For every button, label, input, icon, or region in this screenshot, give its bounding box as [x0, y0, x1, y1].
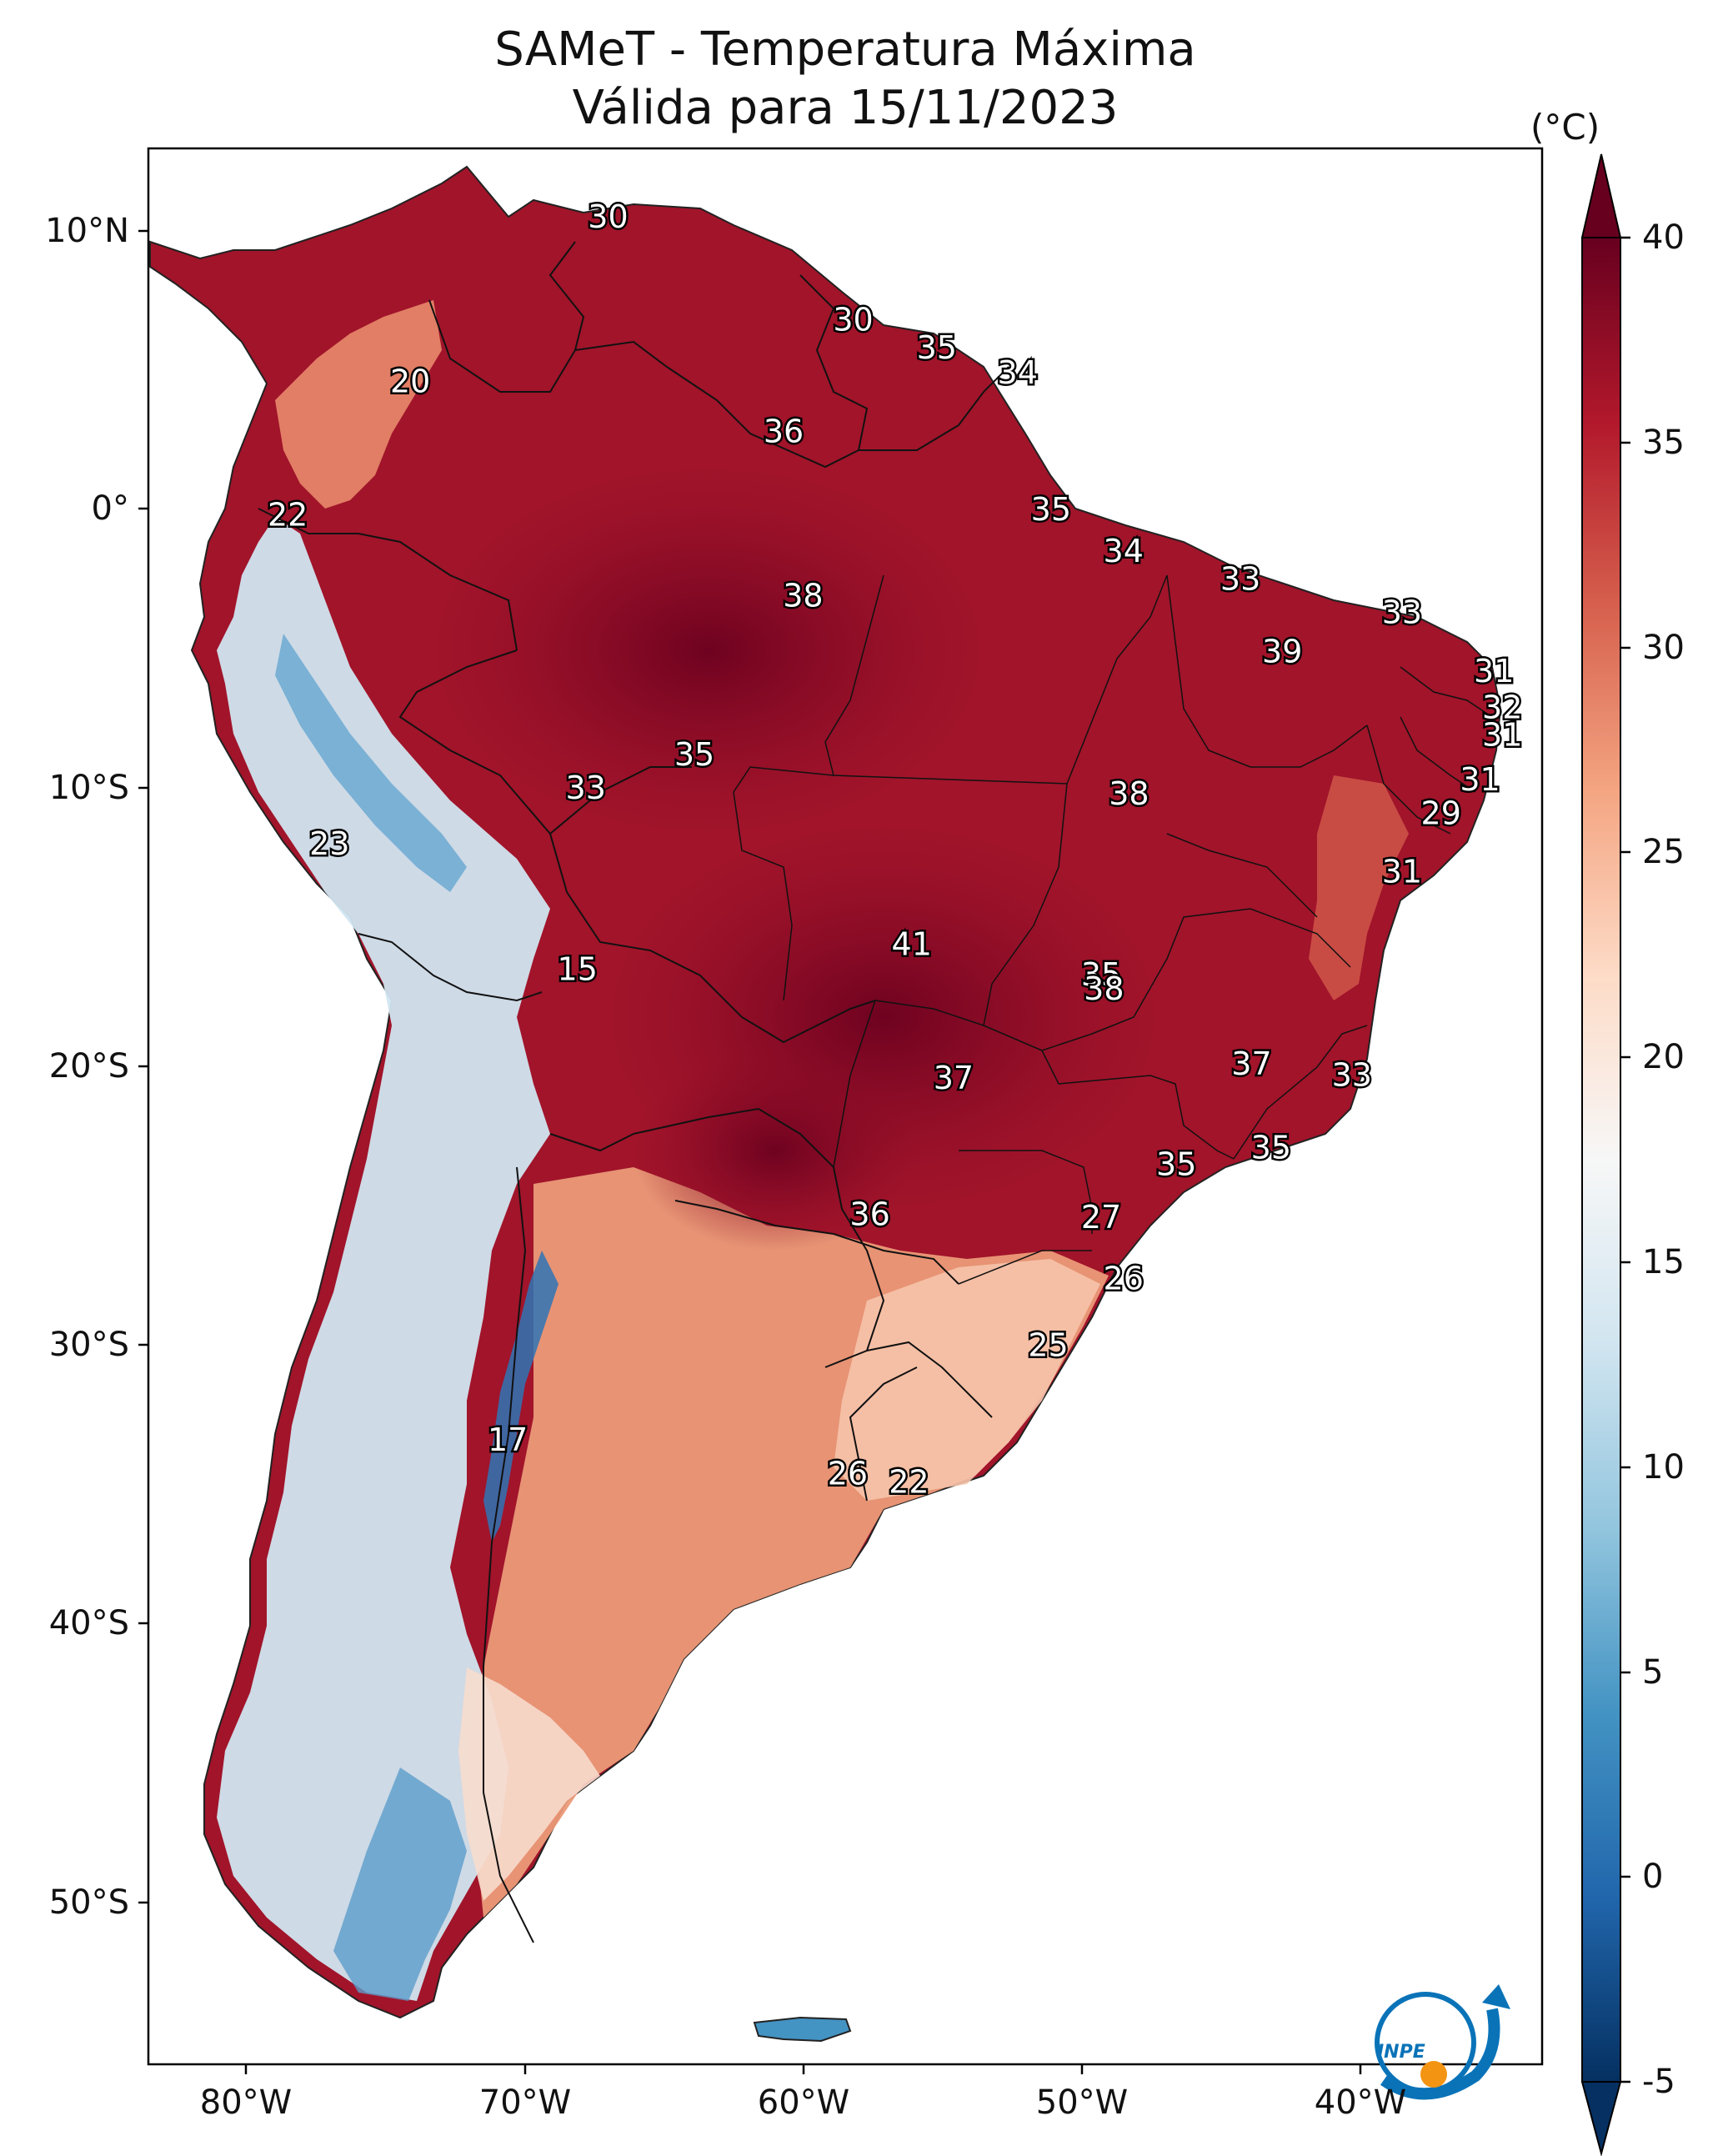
map-title-line1: SAMeT - Temperatura Máxima — [494, 23, 1196, 77]
lat-label: 10°N — [45, 212, 129, 250]
station-label: 39 — [1262, 633, 1302, 669]
station-label: 26 — [828, 1455, 868, 1492]
station-label: 34 — [998, 354, 1038, 391]
lat-label: 30°S — [48, 1326, 129, 1364]
patagonia-blue — [333, 1767, 467, 2001]
station-label: 34 — [1104, 533, 1144, 569]
colorbar-tick: 5 — [1642, 1653, 1664, 1692]
station-label: 35 — [1251, 1129, 1291, 1166]
station-label: 22 — [268, 497, 308, 534]
lat-label: 40°S — [48, 1604, 129, 1642]
station-label: 29 — [1421, 795, 1461, 831]
colorbar-unit: (°C) — [1530, 107, 1600, 148]
station-label: 38 — [1109, 775, 1149, 812]
east-coast-mild — [1309, 775, 1409, 1000]
colorbar-tick: -5 — [1642, 2063, 1675, 2101]
axis-tick-marks — [138, 229, 1362, 2074]
station-label: 33 — [1332, 1056, 1372, 1093]
station-label: 31 — [1482, 717, 1522, 754]
station-label: 22 — [889, 1463, 929, 1500]
station-label: 33 — [1220, 561, 1260, 598]
colorbar-tick: 0 — [1642, 1858, 1664, 1896]
lon-label: 50°W — [1035, 2083, 1129, 2122]
colorbar-tick: 35 — [1642, 424, 1685, 462]
station-label: 23 — [309, 825, 349, 862]
station-label: 30 — [588, 198, 628, 235]
state-borders — [733, 574, 1493, 1285]
station-label: 37 — [1231, 1045, 1271, 1082]
hot-core-amazon — [433, 467, 984, 834]
station-label: 31 — [1382, 853, 1422, 890]
colorbar-tick: 40 — [1642, 218, 1685, 257]
colombia-highland — [275, 300, 442, 509]
station-label: 17 — [488, 1421, 528, 1458]
lon-label: 80°W — [199, 2083, 293, 2122]
colorbar — [1580, 153, 1630, 2156]
station-label: 37 — [934, 1060, 974, 1096]
andes-blue-ridge — [275, 634, 467, 892]
station-label: 41 — [892, 925, 932, 962]
station-label: 25 — [1028, 1327, 1068, 1364]
lat-label: 0° — [91, 489, 129, 528]
lon-label: 60°W — [757, 2083, 850, 2122]
station-label: 35 — [917, 329, 957, 366]
station-label: 36 — [849, 1196, 889, 1233]
colorbar-tick: 10 — [1642, 1448, 1685, 1487]
station-label: 35 — [1031, 491, 1071, 528]
station-label: 20 — [390, 363, 430, 399]
colorbar-tick: 15 — [1642, 1243, 1685, 1281]
country-borders — [258, 241, 1009, 1943]
station-label: 33 — [566, 770, 606, 806]
inpe-logo: INPE — [1375, 1984, 1510, 2100]
falkland-islands — [753, 2016, 852, 2043]
station-label: 35 — [1156, 1146, 1196, 1182]
lon-label: 70°W — [478, 2083, 572, 2122]
andes-cool-strip — [217, 517, 550, 2001]
colorbar-tick: 20 — [1642, 1038, 1685, 1076]
station-label: 15 — [558, 950, 598, 987]
svg-text:INPE: INPE — [1377, 2042, 1425, 2063]
station-label: 32 — [1482, 689, 1522, 725]
lat-label: 20°S — [48, 1047, 129, 1086]
colorbar-tick: 30 — [1642, 629, 1685, 667]
lat-label: 50°S — [48, 1883, 129, 1922]
station-label: 27 — [1081, 1199, 1121, 1236]
lon-label: 40°W — [1314, 2083, 1407, 2122]
colorbar-tick: 25 — [1642, 833, 1685, 871]
station-label: 35 — [674, 736, 714, 773]
station-label: 26 — [1104, 1260, 1144, 1296]
station-label: 33 — [1382, 594, 1422, 631]
station-label: 31 — [1460, 761, 1500, 798]
station-label: 38 — [783, 578, 823, 614]
station-label: 35 — [1081, 956, 1121, 993]
station-label: 31 — [1474, 653, 1514, 689]
station-label: 36 — [764, 413, 804, 449]
map-title-line2: Válida para 15/11/2023 — [572, 81, 1119, 135]
station-label: 38 — [1084, 970, 1124, 1007]
map-frame — [147, 147, 1544, 2066]
station-label: 30 — [833, 302, 873, 338]
lat-label: 10°S — [48, 769, 129, 807]
south-brazil-mild-zone — [834, 1259, 1100, 1501]
